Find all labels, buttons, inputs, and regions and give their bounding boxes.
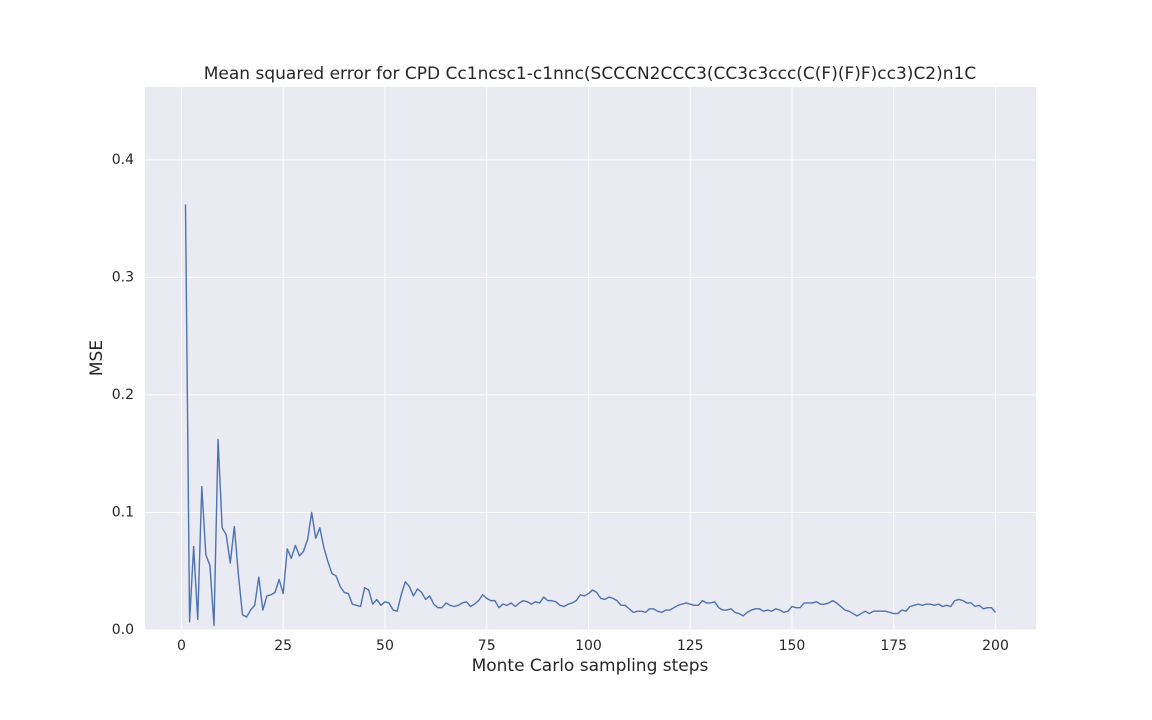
x-tick-label: 50 — [376, 638, 394, 654]
y-tick-label: 0.0 — [112, 622, 134, 638]
y-axis-label: MSE — [87, 340, 107, 376]
y-tick-label: 0.1 — [112, 504, 134, 520]
x-tick-label: 0 — [177, 638, 186, 654]
line — [184, 204, 997, 626]
x-tick-label: 150 — [779, 638, 806, 654]
x-tick-label: 175 — [880, 638, 907, 654]
y-tick-label: 0.2 — [112, 387, 134, 403]
x-tick-label: 25 — [274, 638, 292, 654]
y-tick-label: 0.4 — [112, 152, 134, 168]
y-tick-label: 0.3 — [112, 269, 134, 285]
plot-area — [145, 87, 1036, 630]
x-axis-label: Monte Carlo sampling steps — [472, 656, 709, 676]
x-tick-label: 100 — [575, 638, 602, 654]
x-tick-label: 125 — [677, 638, 704, 654]
x-tick-label: 200 — [982, 638, 1009, 654]
chart-title: Mean squared error for CPD Cc1ncsc1-c1nn… — [204, 64, 976, 84]
x-tick-label: 75 — [478, 638, 496, 654]
